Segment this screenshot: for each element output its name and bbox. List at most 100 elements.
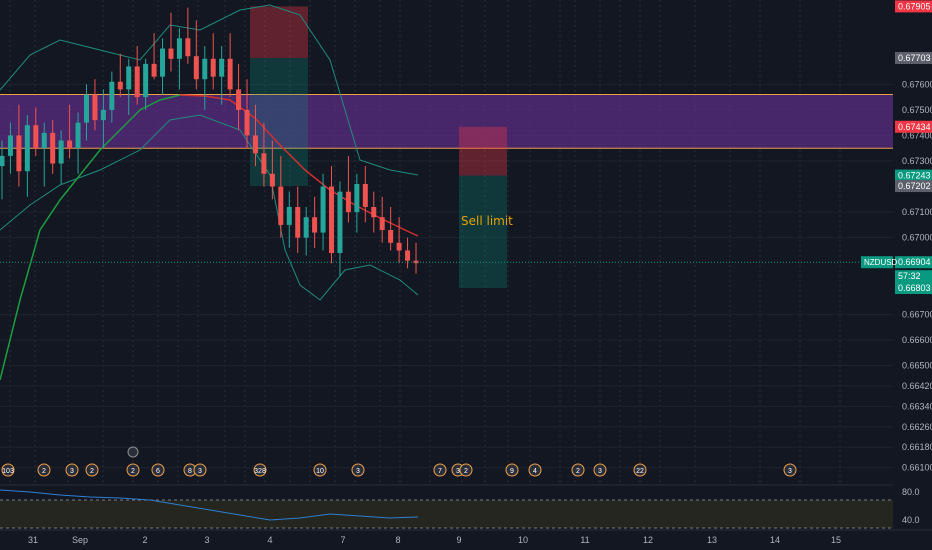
candle-body[interactable] (109, 81, 115, 110)
candle-body[interactable] (143, 63, 149, 98)
candle-body[interactable] (16, 135, 22, 172)
candle-body[interactable] (193, 56, 199, 80)
candle-body[interactable] (41, 132, 47, 149)
event-marker[interactable] (528, 463, 542, 477)
price-tag-label: 0.67703 (898, 53, 931, 63)
ma-green-line (0, 94, 181, 381)
candle-body[interactable] (354, 184, 360, 213)
price-axis[interactable]: 0.67600 0.67500 0.67400 0.67300 0.67100 0.670… (0, 0, 932, 483)
oscillator-pane: 80.0 40.0 (0, 484, 920, 529)
candle-body[interactable] (379, 217, 385, 230)
price-tag-label: 0.67905 (898, 1, 931, 11)
candle-body[interactable] (92, 94, 98, 121)
event-marker[interactable] (253, 463, 267, 477)
candle-body[interactable] (362, 184, 368, 207)
event-marker-label: 7 (438, 468, 442, 475)
event-marker[interactable] (65, 463, 79, 477)
candle-body[interactable] (295, 207, 301, 238)
event-marker[interactable] (433, 463, 447, 477)
candle-body[interactable] (278, 186, 284, 225)
price-tag[interactable]: 57:32 (895, 270, 932, 283)
candle-body[interactable] (202, 58, 208, 80)
date-label: 4 (267, 535, 272, 545)
candle-body[interactable] (67, 140, 73, 149)
candle-body[interactable] (7, 135, 13, 156)
event-marker-label: 10 (316, 468, 324, 475)
price-tag[interactable]: 0.67243 (895, 169, 932, 182)
price-tag-bg (895, 270, 932, 283)
candle-body[interactable] (337, 191, 343, 253)
event-marker[interactable] (459, 463, 473, 477)
candle-body[interactable] (100, 109, 106, 121)
candle-body[interactable] (185, 38, 191, 57)
candle-body[interactable] (236, 89, 242, 110)
candle-body[interactable] (58, 140, 64, 164)
candle-body[interactable] (405, 250, 411, 261)
candle-body[interactable] (303, 217, 309, 238)
candle-body[interactable] (24, 125, 30, 172)
event-marker[interactable] (151, 463, 165, 477)
candle-body[interactable] (320, 186, 326, 233)
candle-body[interactable] (0, 155, 5, 167)
date-axis[interactable]: 31 Sep 2 3 4 7 8 9 10 11 12 13 14 15 (0, 529, 932, 545)
event-marker[interactable] (193, 463, 207, 477)
date-label: 3 (204, 535, 209, 545)
event-marker[interactable] (351, 463, 365, 477)
candle-body[interactable] (219, 58, 225, 77)
event-marker[interactable] (127, 446, 139, 458)
candle-body[interactable] (329, 186, 335, 253)
event-marker[interactable] (126, 463, 140, 477)
event-marker[interactable] (313, 463, 327, 477)
price-tick-label: 0.67400 (902, 130, 932, 140)
candle-body[interactable] (83, 94, 89, 123)
event-marker-label: 2 (131, 468, 135, 475)
event-marker[interactable] (783, 463, 797, 477)
candle-body[interactable] (33, 125, 39, 149)
price-tick-label: 0.66180 (902, 442, 932, 452)
candle-body[interactable] (388, 230, 394, 243)
candle-body[interactable] (151, 63, 157, 77)
event-marker[interactable] (633, 463, 647, 477)
candle-body[interactable] (261, 153, 267, 174)
candle-body[interactable] (160, 48, 166, 77)
event-marker[interactable] (85, 463, 99, 477)
event-marker[interactable] (1, 463, 15, 477)
price-tag[interactable]: 0.66803 (895, 282, 932, 295)
candle-body[interactable] (134, 66, 140, 98)
candle-body[interactable] (345, 191, 351, 213)
price-tick-label: 0.66500 (902, 360, 932, 370)
candle-body[interactable] (413, 260, 419, 264)
event-markers[interactable]: 103 2 3 2 2 6 8 3 328 10 3 7 3 2 9 4 2 3 22 3 (1, 446, 797, 477)
date-label: 13 (707, 535, 717, 545)
price-tag-bg (895, 282, 932, 295)
candle-body[interactable] (168, 48, 174, 59)
price-tag-label: 0.67434 (898, 122, 931, 132)
event-marker[interactable] (505, 463, 519, 477)
event-marker[interactable] (571, 463, 585, 477)
candle-body[interactable] (244, 109, 250, 136)
event-marker[interactable] (593, 463, 607, 477)
candle-body[interactable] (252, 135, 258, 154)
candle-body[interactable] (396, 242, 402, 251)
candle-body[interactable] (269, 173, 275, 187)
candle-body[interactable] (286, 207, 292, 225)
price-tag[interactable]: 0.67703 (895, 52, 932, 65)
candle-body[interactable] (312, 217, 318, 233)
candle-body[interactable] (50, 132, 56, 164)
candle-body[interactable] (126, 66, 132, 90)
candle-body[interactable] (371, 207, 377, 218)
event-marker[interactable] (37, 463, 51, 477)
candles-layer[interactable] (0, 7, 419, 276)
candle-body[interactable] (227, 58, 233, 90)
price-tag[interactable]: 0.67905 (895, 0, 932, 13)
candle-body[interactable] (210, 58, 216, 77)
candle-body[interactable] (75, 122, 81, 149)
price-tag[interactable]: 0.66904 (895, 256, 932, 269)
date-label: 2 (142, 535, 147, 545)
price-tag[interactable]: 0.67434 (895, 120, 932, 133)
candle-body[interactable] (117, 81, 123, 90)
candle-body[interactable] (176, 38, 182, 59)
price-tag[interactable]: 0.67202 (895, 180, 932, 193)
price-tag-label: 0.66803 (898, 283, 931, 293)
